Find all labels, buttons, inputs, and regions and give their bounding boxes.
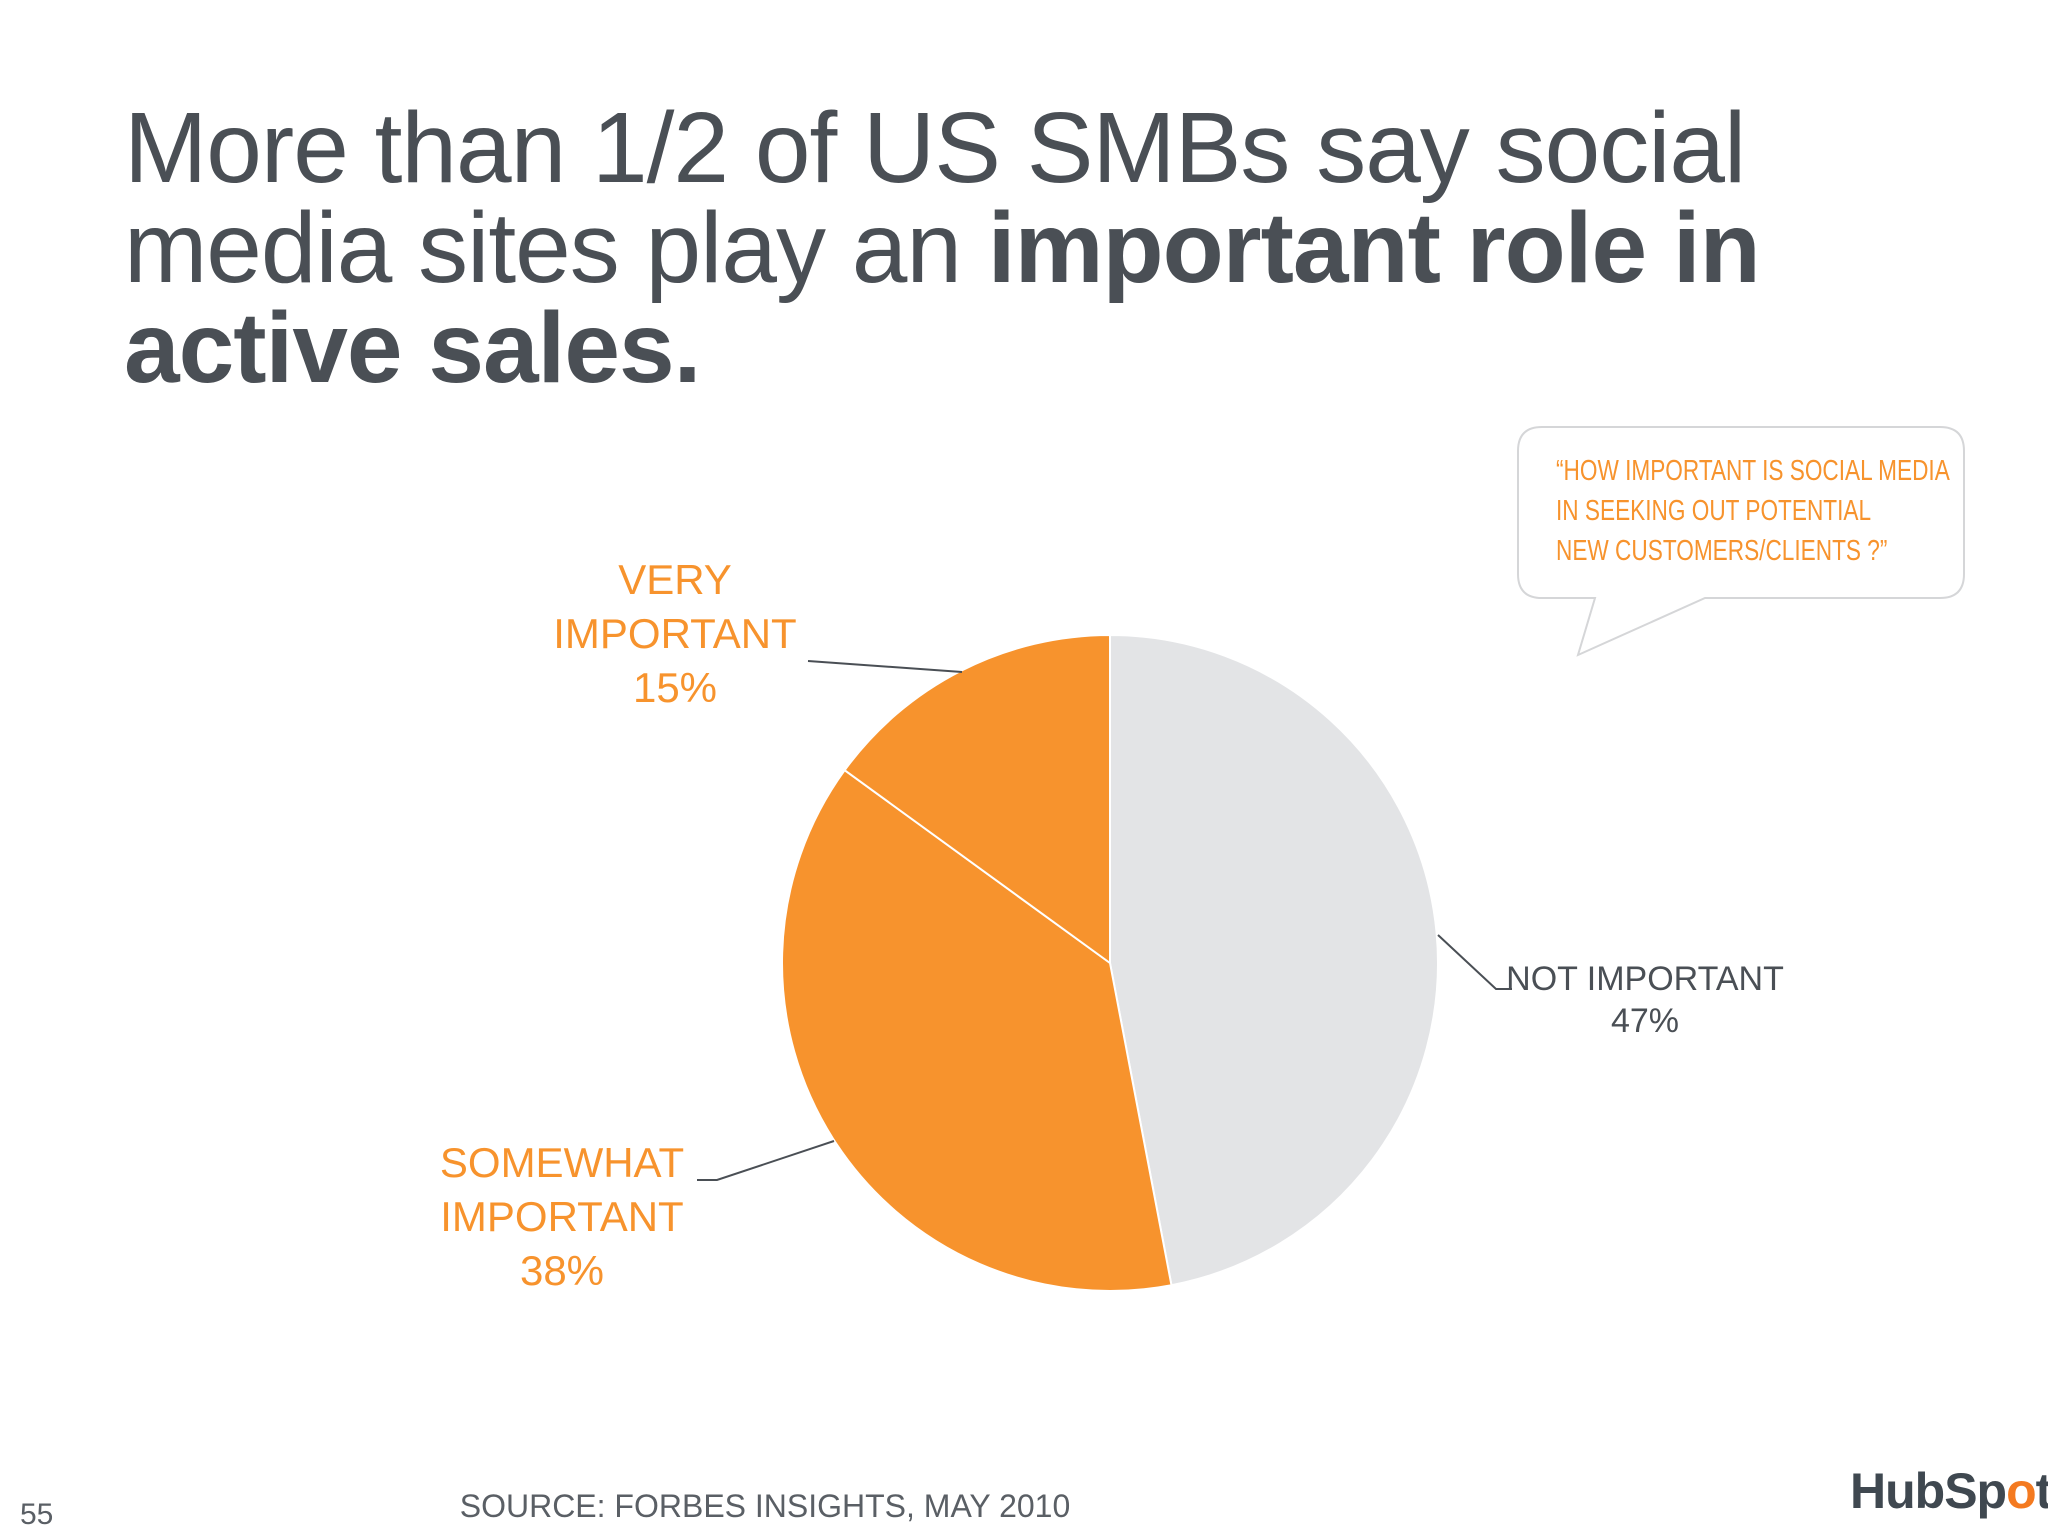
callout-line3: NEW CUSTOMERS/CLIENTS ?”	[1556, 535, 1888, 567]
title-bold: important role in active sales.	[124, 192, 1761, 404]
source-note: SOURCE: FORBES INSIGHTS, MAY 2010	[459, 1488, 1071, 1524]
label-very-line2: IMPORTANT	[553, 610, 797, 657]
pie-slice-not-important	[1109, 633, 1439, 1287]
callout-line2: IN SEEKING OUT POTENTIAL	[1556, 495, 1872, 527]
callout-question: “HOW IMPORTANT IS SOCIAL MEDIA IN SEEKIN…	[1556, 451, 1950, 571]
hubspot-logo: HubSpot	[1850, 1462, 2048, 1520]
logo-text-b: t	[2035, 1463, 2048, 1519]
callout-line1: “HOW IMPORTANT IS SOCIAL MEDIA	[1556, 455, 1950, 487]
label-very-line1: VERY	[618, 556, 732, 603]
label-somewhat-line2: IMPORTANT	[440, 1193, 684, 1240]
leader-line-somewhat	[697, 1140, 835, 1181]
label-not-line1: NOT IMPORTANT	[1506, 960, 1784, 998]
page-title: More than 1/2 of US SMBs say social medi…	[124, 98, 1944, 398]
leader-line-very	[807, 660, 963, 673]
title-plain: More than 1/2 of US SMBs say social medi…	[124, 92, 1746, 304]
logo-sprocket-icon: o	[2006, 1463, 2037, 1519]
label-not-value: 47%	[1610, 1002, 1680, 1040]
page-number: 55	[20, 1498, 54, 1531]
logo-text-a: HubSp	[1850, 1463, 2007, 1519]
label-not-important: NOT IMPORTANT 47%	[1480, 958, 1810, 1042]
label-somewhat-line1: SOMEWHAT	[439, 1139, 685, 1186]
label-very-value: 15%	[632, 664, 718, 711]
label-somewhat-value: 38%	[519, 1247, 605, 1294]
callout-bubble	[1517, 426, 1965, 657]
pie-slice-somewhat-important	[781, 768, 1173, 1292]
label-somewhat-important: SOMEWHAT IMPORTANT 38%	[412, 1136, 712, 1298]
leader-line-not	[1437, 934, 1512, 990]
label-very-important: VERY IMPORTANT 15%	[525, 553, 825, 715]
pie-slice-very-important	[843, 633, 1111, 965]
